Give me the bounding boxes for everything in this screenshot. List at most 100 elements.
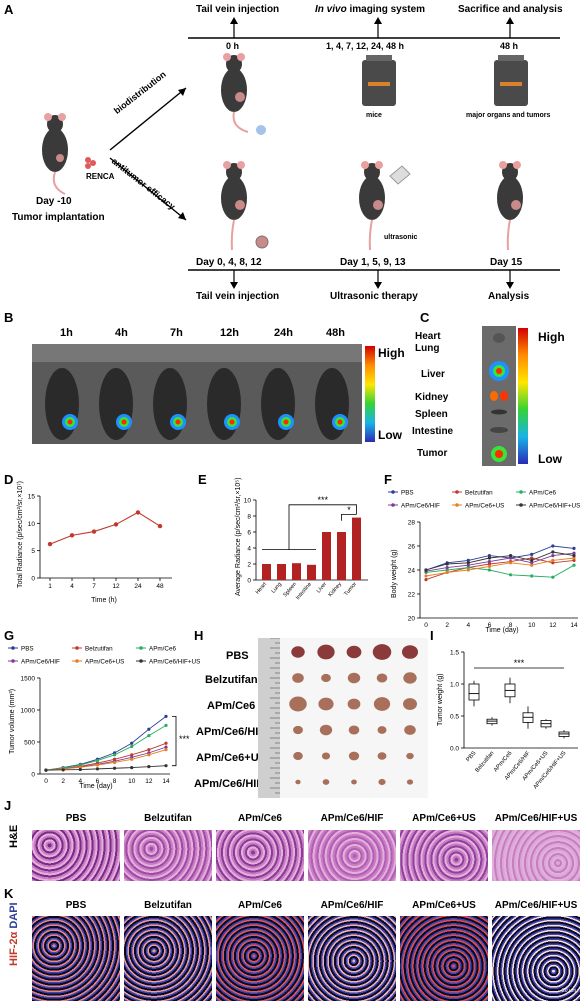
he-image bbox=[216, 830, 304, 881]
chart-f-xtick-label: 14 bbox=[570, 622, 578, 629]
chart-f-legend-marker bbox=[455, 503, 459, 507]
chart-f-legend-marker bbox=[455, 490, 459, 494]
chart-g-point bbox=[147, 753, 151, 757]
h-group-0: PBS bbox=[226, 650, 249, 662]
he-group-label: Belzutifan bbox=[144, 813, 192, 824]
chart-f-point bbox=[508, 561, 513, 565]
chart-g-sig: *** bbox=[179, 734, 190, 744]
tumor-photo-h bbox=[258, 638, 428, 798]
tumor-specimen bbox=[289, 696, 307, 712]
he-image bbox=[400, 830, 488, 881]
chart-f-point bbox=[530, 561, 534, 565]
chart-e-bar bbox=[262, 564, 271, 580]
tumor-spots bbox=[56, 92, 521, 210]
chart-f-point bbox=[551, 544, 555, 548]
label-mice: mice bbox=[366, 112, 382, 119]
chart-g-point bbox=[112, 760, 117, 765]
tumor-specimen bbox=[372, 644, 392, 660]
chart-g-point bbox=[95, 763, 100, 767]
chart-i-ytick-label: 0.5 bbox=[450, 714, 459, 721]
if-group-label: PBS bbox=[65, 900, 87, 911]
chart-g-legend-marker bbox=[75, 646, 79, 650]
colorbar-b-high: High bbox=[378, 346, 405, 360]
colorbar-c-low: Low bbox=[538, 452, 562, 466]
panel-label-j: J bbox=[4, 798, 12, 813]
mouse-icon bbox=[42, 53, 523, 251]
tp-1h: 1h bbox=[60, 327, 73, 339]
chart-f-xtick-label: 8 bbox=[509, 622, 513, 629]
chart-f-ytick-label: 28 bbox=[408, 520, 416, 527]
chart-f-ytick-label: 20 bbox=[408, 616, 416, 623]
colorbar-b-low: Low bbox=[378, 428, 402, 442]
h-group-2: APm/Ce6 bbox=[207, 700, 256, 712]
chart-f-point bbox=[424, 568, 428, 572]
chart-g-point bbox=[164, 745, 168, 749]
chart-e-xtick-label: Lung bbox=[271, 581, 283, 594]
tumor-specimen bbox=[373, 697, 391, 711]
chart-f-legend-label: PBS bbox=[401, 490, 414, 497]
chart-e-bar bbox=[277, 564, 286, 580]
if-group-label: APm/Ce6/HIF bbox=[320, 900, 384, 911]
scheme-a-lines bbox=[42, 17, 560, 289]
signal-red bbox=[121, 419, 127, 425]
he-group-label: APm/Ce6/HIF bbox=[320, 813, 384, 824]
chart-g-point bbox=[78, 767, 82, 772]
chart-f-point bbox=[445, 568, 449, 572]
chart-e-xtick-label: Liver bbox=[316, 581, 328, 594]
if-image bbox=[308, 916, 396, 1001]
chart-f-point bbox=[424, 574, 428, 578]
tumor-specimen bbox=[318, 697, 334, 711]
chart-d-point bbox=[113, 522, 119, 527]
chart-g-xtick-label: 6 bbox=[96, 778, 100, 785]
signal-red bbox=[283, 419, 289, 425]
chart-f-legend-label: Belzutifan bbox=[465, 490, 493, 497]
imaged-mouse bbox=[99, 368, 133, 440]
chart-g-ylabel: Tumor volume (mm³) bbox=[9, 689, 16, 754]
chart-f-legend-marker bbox=[519, 490, 523, 494]
chart-f-point bbox=[508, 554, 513, 558]
chart-d-line bbox=[49, 511, 161, 545]
tumor-specimen bbox=[291, 646, 305, 658]
chart-g-point bbox=[44, 768, 48, 772]
tumor-specimen bbox=[321, 752, 331, 760]
chart-f-ytick-label: 26 bbox=[408, 544, 416, 551]
signal-red bbox=[175, 419, 181, 425]
panel-label-i: I bbox=[430, 628, 434, 643]
he-headers: PBS Belzutifan APm/Ce6 APm/Ce6/HIF APm/Ce6+U… bbox=[32, 813, 584, 827]
chart-g-ytick-label: 1000 bbox=[21, 708, 36, 715]
organ-kidney: Kidney bbox=[415, 392, 449, 403]
chart-f-point bbox=[530, 563, 534, 567]
tumor-specimen bbox=[348, 725, 360, 735]
chart-d-point bbox=[91, 529, 97, 534]
chart-g-line bbox=[45, 724, 167, 771]
chart-f-point bbox=[445, 570, 449, 574]
imaging-system-icon bbox=[362, 55, 528, 106]
chart-e-xtick-label: Intestine bbox=[295, 581, 313, 601]
chart-f-xtick-label: 2 bbox=[445, 622, 449, 629]
chart-e-xtick-label: Heart bbox=[255, 581, 269, 596]
chart-f-point bbox=[508, 573, 513, 577]
chart-f-line bbox=[425, 557, 575, 577]
chart-f-point bbox=[466, 558, 470, 562]
organ-photo-c bbox=[482, 326, 516, 466]
chart-d-xtick-label: 4 bbox=[70, 583, 74, 590]
chart-f-legend-label: APm/Ce6+US bbox=[465, 503, 504, 510]
chart-f-point bbox=[572, 556, 576, 560]
organ-lung: Lung bbox=[415, 343, 440, 354]
chart-f-point bbox=[487, 560, 492, 564]
panel-label-d: D bbox=[4, 472, 14, 487]
chart-g-point bbox=[112, 753, 117, 757]
tumor-specimen bbox=[406, 752, 414, 760]
h-group-1: Belzutifan bbox=[205, 674, 258, 686]
chart-e-ytick-label: 4 bbox=[247, 546, 251, 553]
panel-label-g: G bbox=[4, 628, 15, 643]
chart-g: PBS Belzutifan APm/Ce6 APm/Ce6/HIF APm/Ce6+U… bbox=[8, 646, 200, 790]
step-tail-vein-bottom: Tail vein injection bbox=[196, 291, 280, 302]
chart-f-point bbox=[572, 546, 576, 550]
chart-f-xtick-label: 0 bbox=[424, 622, 428, 629]
chart-d-point bbox=[69, 533, 75, 538]
k-row-label-dapi: DAPI bbox=[8, 902, 20, 932]
chart-d-ylabel: Total Radiance (p/sec/cm²/sr,×10⁷) bbox=[17, 481, 24, 588]
chart-e-ytick-label: 8 bbox=[247, 514, 251, 521]
chart-f-point bbox=[424, 578, 428, 582]
